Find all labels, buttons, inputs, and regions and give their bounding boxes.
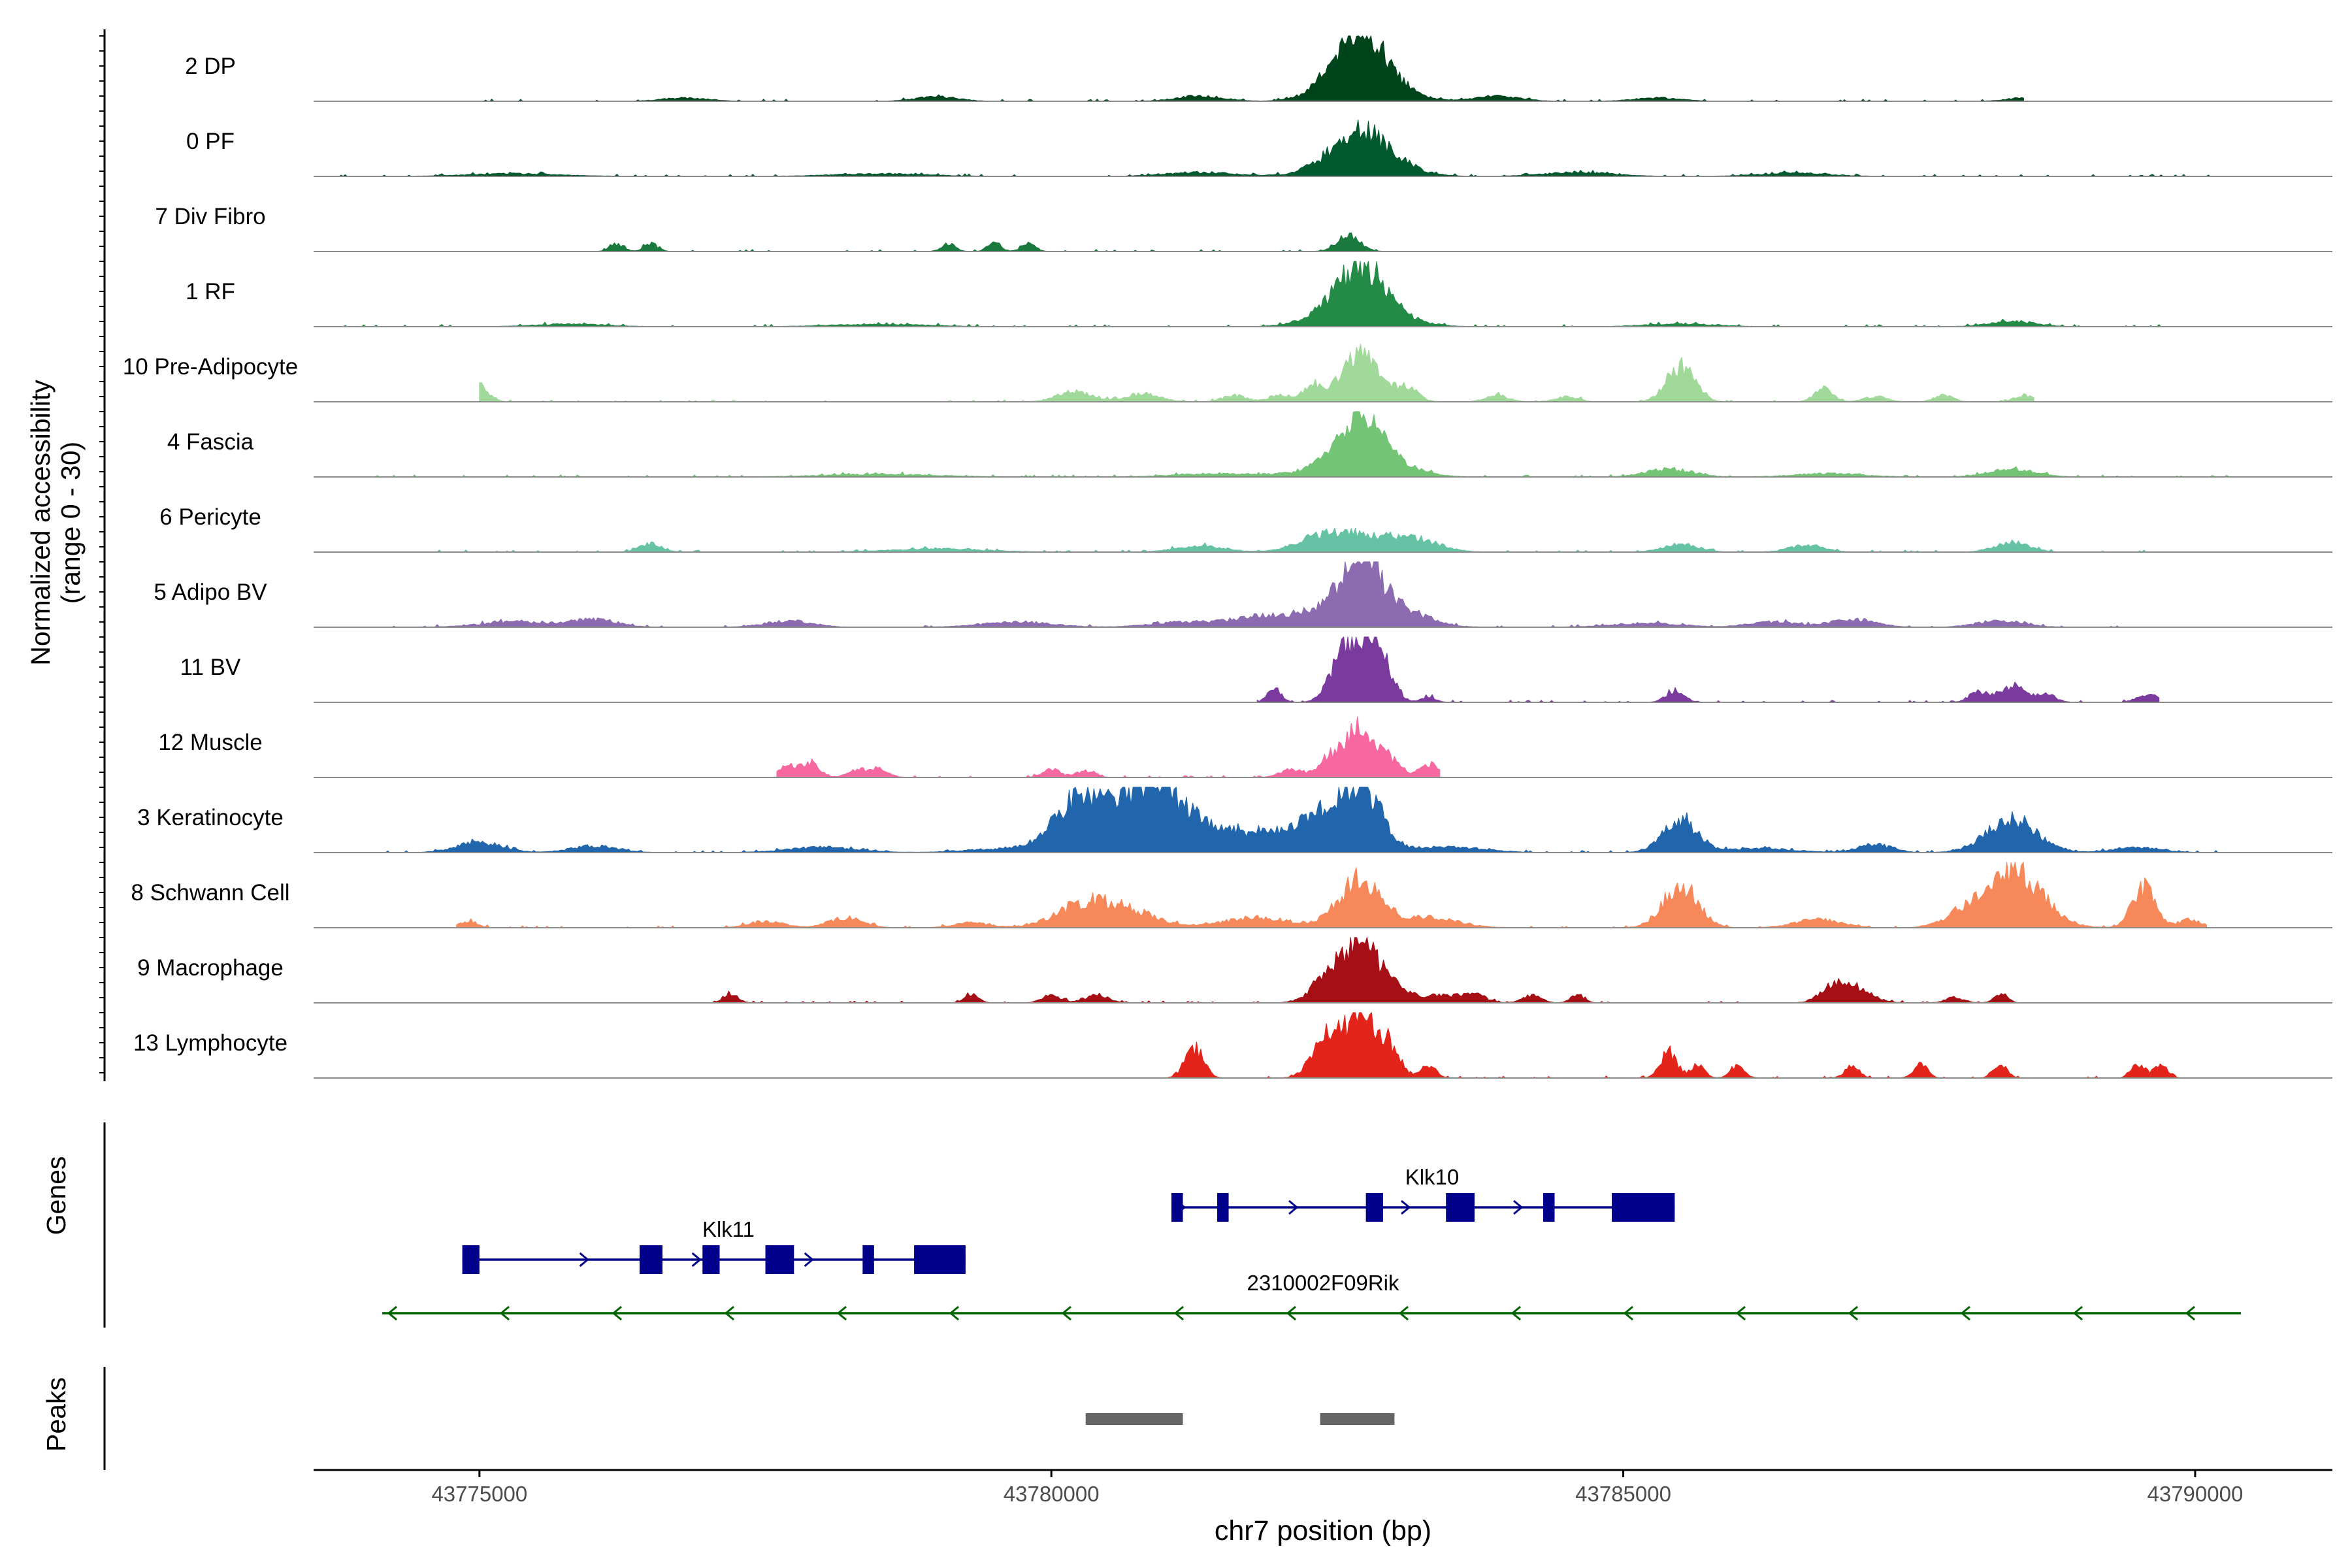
coverage-area [330, 120, 2230, 177]
strand-arrow [1286, 1305, 1297, 1321]
coverage-track: 11 BV [180, 636, 2332, 703]
coverage-track: 9 Macrophage [137, 937, 2332, 1004]
coverage-track: 8 Schwann Cell [131, 862, 2332, 928]
gene-model: Klk11 [462, 1217, 966, 1274]
coverage-area [479, 344, 2034, 402]
exon-block [1171, 1193, 1183, 1222]
track-label: 7 Div Fibro [155, 204, 265, 229]
track-label: 4 Fascia [167, 429, 254, 455]
coverage-area [365, 527, 2149, 553]
exon-block [765, 1245, 794, 1274]
strand-arrow [691, 1252, 702, 1267]
track-label: 0 PF [186, 129, 235, 154]
coverage-area [776, 716, 1441, 778]
exon-block [862, 1245, 874, 1274]
strand-arrow [1061, 1305, 1072, 1321]
strand-arrow [836, 1305, 847, 1321]
gene-model: 2310002F09Rik [382, 1271, 2241, 1321]
coverage-area [365, 787, 2229, 853]
gene-label: Klk10 [1405, 1165, 1460, 1189]
exon-block [1365, 1193, 1383, 1222]
x-tick-label: 43785000 [1575, 1482, 1671, 1506]
coverage-area [708, 937, 2023, 1004]
coverage-track: 3 Keratinocyte [137, 787, 2332, 853]
x-tick-label: 43775000 [431, 1482, 527, 1506]
exon-block [1446, 1193, 1475, 1222]
exon-block [914, 1245, 966, 1274]
strand-arrow [1735, 1305, 1746, 1321]
peaks-panel-label: Peaks [41, 1377, 71, 1452]
strand-arrow [1398, 1305, 1409, 1321]
gene-label: 2310002F09Rik [1247, 1271, 1399, 1295]
track-label: 5 Adipo BV [154, 580, 267, 605]
track-label: 12 Muscle [158, 730, 263, 755]
strand-arrow [579, 1252, 589, 1267]
peak-region [1085, 1413, 1183, 1425]
x-tick-label: 43780000 [1004, 1482, 1100, 1506]
coverage-track: 10 Pre-Adipocyte [123, 344, 2332, 402]
coverage-area [330, 261, 2172, 327]
track-label: 3 Keratinocyte [137, 805, 284, 830]
coverage-track: 6 Pericyte [159, 504, 2332, 553]
strand-arrow [612, 1305, 623, 1321]
strand-arrow [724, 1305, 735, 1321]
coverage-track: 2 DP [185, 35, 2332, 102]
strand-arrow [387, 1305, 398, 1321]
strand-arrow [1173, 1305, 1184, 1321]
strand-arrow [804, 1252, 814, 1267]
axes-layer: 43775000 43780000 43785000 43790000 [99, 29, 2332, 1506]
coverage-track: 4 Fascia [167, 411, 2332, 478]
coverage-area [365, 561, 2126, 628]
exon-block [702, 1245, 720, 1274]
exon-block [1612, 1193, 1675, 1222]
exon-block [1217, 1193, 1229, 1222]
coverage-track: 0 PF [186, 120, 2332, 177]
strand-arrow [1401, 1200, 1411, 1215]
gene-label: Klk11 [702, 1217, 755, 1241]
tracks-layer: 2 DP 0 PF 7 Div Fibro 1 RF 10 Pre-Adipocyte 4… [123, 35, 2332, 1079]
exon-block [1543, 1193, 1555, 1222]
coverage-area [593, 232, 1394, 252]
strand-arrow [1848, 1305, 1859, 1321]
coverage-area [456, 862, 2207, 928]
x-tick-label: 43790000 [2148, 1482, 2244, 1506]
strand-arrow [2185, 1305, 2196, 1321]
peak-region [1320, 1413, 1395, 1425]
track-label: 10 Pre-Adipocyte [123, 354, 298, 380]
genes-layer: Klk10 Klk11 2310002F09Rik [382, 1165, 2241, 1321]
genes-panel-label: Genes [41, 1156, 71, 1235]
strand-arrow [2072, 1305, 2083, 1321]
coverage-track: 5 Adipo BV [154, 561, 2332, 628]
strand-arrow [499, 1305, 510, 1321]
gene-model: Klk10 [1171, 1165, 1675, 1222]
strand-arrow [949, 1305, 960, 1321]
y-axis-label: Normalized accessibility [25, 380, 56, 666]
coverage-area [1165, 1012, 2183, 1079]
coverage-track: 1 RF [186, 261, 2332, 327]
strand-arrow [1288, 1200, 1299, 1215]
exon-block [639, 1245, 662, 1274]
strand-arrow [1511, 1305, 1522, 1321]
track-label: 11 BV [180, 655, 241, 680]
track-label: 2 DP [185, 54, 236, 79]
strand-arrow [1960, 1305, 1971, 1321]
coverage-area [365, 411, 2229, 478]
strand-arrow [1623, 1305, 1634, 1321]
coverage-track: 13 Lymphocyte [133, 1012, 2332, 1079]
track-label: 13 Lymphocyte [133, 1030, 287, 1056]
exon-block [462, 1245, 480, 1274]
peaks-layer [1085, 1413, 1395, 1425]
coverage-area [479, 35, 2024, 102]
track-label: 8 Schwann Cell [131, 880, 289, 906]
coverage-area [1256, 636, 2160, 703]
y-axis-range-label: (range 0 - 30) [56, 442, 86, 604]
strand-arrow [1513, 1200, 1524, 1215]
coverage-track: 12 Muscle [158, 716, 2332, 778]
x-axis-label: chr7 position (bp) [1215, 1515, 1431, 1546]
track-label: 6 Pericyte [159, 504, 261, 530]
track-label: 1 RF [186, 279, 235, 304]
track-label: 9 Macrophage [137, 955, 284, 981]
coverage-track: 7 Div Fibro [155, 204, 2332, 252]
